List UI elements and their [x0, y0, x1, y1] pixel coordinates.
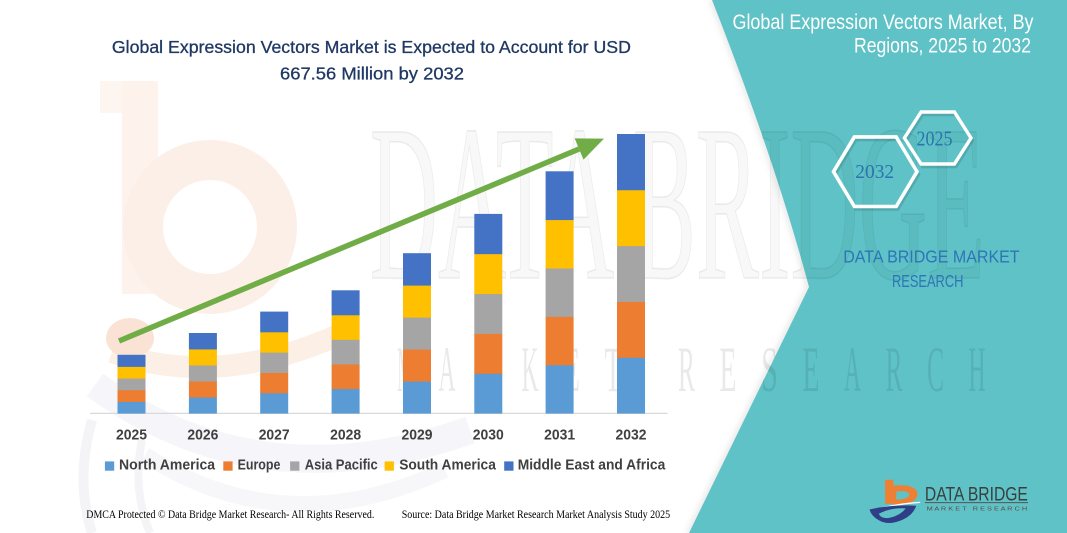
svg-text:R: R: [678, 334, 695, 406]
svg-text:R: R: [886, 334, 903, 406]
svg-text:C: C: [927, 334, 944, 406]
svg-text:A: A: [439, 334, 456, 406]
svg-text:E: E: [803, 334, 820, 406]
svg-text:DMCA Protected © Data Bridge M: DMCA Protected © Data Bridge Market Rese…: [86, 507, 374, 521]
svg-text:2025: 2025: [116, 427, 147, 444]
svg-text:2026: 2026: [187, 427, 218, 444]
svg-text:667.56 Million by 2032: 667.56 Million by 2032: [280, 64, 464, 84]
svg-text:South America: South America: [399, 457, 496, 474]
svg-text:Regions, 2025 to 2032: Regions, 2025 to 2032: [854, 34, 1031, 58]
svg-text:S: S: [761, 334, 778, 406]
svg-text:North America: North America: [119, 457, 216, 474]
svg-text:DATA BRIDGE MARKET: DATA BRIDGE MARKET: [843, 247, 1020, 267]
svg-text:RESEARCH: RESEARCH: [892, 271, 964, 291]
svg-text:Global Expression Vectors Mark: Global Expression Vectors Market is Expe…: [112, 37, 631, 57]
svg-text:2032: 2032: [616, 427, 647, 444]
svg-text:2029: 2029: [402, 427, 433, 444]
svg-text:DATA BRIDGE: DATA BRIDGE: [370, 80, 985, 327]
svg-text:Europe: Europe: [238, 457, 281, 474]
svg-text:Asia Pacific: Asia Pacific: [305, 457, 378, 474]
svg-text:E: E: [720, 334, 737, 406]
svg-text:M A R K E T R E S E A R C H: M A R K E T R E S E A R C H: [927, 507, 1028, 513]
svg-text:Global Expression Vectors Mark: Global Expression Vectors Market, By: [733, 10, 1034, 34]
svg-text:2031: 2031: [544, 427, 575, 444]
svg-text:2025: 2025: [917, 126, 953, 150]
svg-text:2030: 2030: [473, 427, 504, 444]
svg-text:2028: 2028: [330, 427, 361, 444]
svg-text:A: A: [844, 334, 861, 406]
svg-text:DATA BRIDGE: DATA BRIDGE: [925, 483, 1028, 505]
svg-text:Middle East and Africa: Middle East and Africa: [518, 457, 666, 474]
svg-text:2027: 2027: [259, 427, 290, 444]
svg-text:2032: 2032: [855, 161, 894, 183]
svg-text:K: K: [522, 334, 539, 406]
svg-text:H: H: [969, 334, 986, 406]
svg-text:Source: Data Bridge Market Res: Source: Data Bridge Market Research Mark…: [402, 507, 670, 521]
